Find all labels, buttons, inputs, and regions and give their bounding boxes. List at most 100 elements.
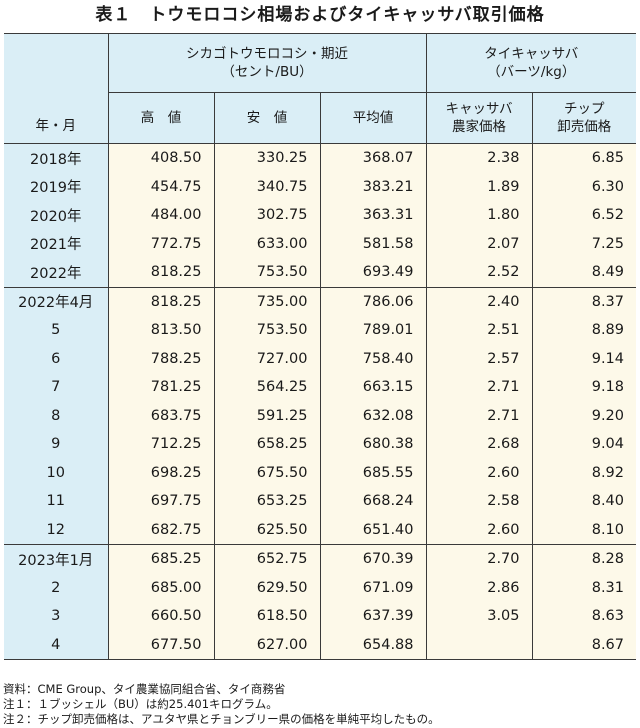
chicago-corn-header: シカゴトウモロコシ・期近 （セント/BU） bbox=[107, 33, 427, 93]
table-row: 2022年 818.25 753.50 693.49 2.52 8.49 bbox=[4, 258, 637, 287]
cell-chip: 9.20 bbox=[531, 401, 637, 430]
cell-high: 781.25 bbox=[107, 373, 214, 402]
cell-high: 677.50 bbox=[107, 630, 214, 660]
cell-farm: 2.40 bbox=[425, 286, 533, 316]
cell-avg: 670.39 bbox=[319, 544, 427, 574]
cell-avg: 637.39 bbox=[319, 602, 427, 631]
cell-low: 330.25 bbox=[213, 143, 320, 173]
source-note: 資料：CME Group、タイ農業協同組合省、タイ商務省 bbox=[3, 682, 286, 696]
cell-label: 2021年 bbox=[4, 229, 108, 258]
cell-low: 753.50 bbox=[213, 258, 320, 287]
col-avg-header: 平均値 bbox=[319, 92, 427, 144]
cell-chip: 9.04 bbox=[531, 430, 637, 459]
thai-cassava-header: タイキャッサバ （バーツ/kg） bbox=[425, 33, 637, 93]
cell-chip: 8.92 bbox=[531, 458, 637, 487]
cell-avg: 363.31 bbox=[319, 201, 427, 230]
cell-high: 408.50 bbox=[107, 143, 214, 173]
cell-label: 2023年1月 bbox=[4, 544, 108, 574]
table-row: 8 683.75 591.25 632.08 2.71 9.20 bbox=[4, 401, 637, 430]
cell-avg: 632.08 bbox=[319, 401, 427, 430]
cell-low: 564.25 bbox=[213, 373, 320, 402]
cell-avg: 789.01 bbox=[319, 316, 427, 345]
cell-chip: 8.40 bbox=[531, 487, 637, 516]
cell-high: 818.25 bbox=[107, 258, 214, 287]
table-row: 12 682.75 625.50 651.40 2.60 8.10 bbox=[4, 515, 637, 545]
cell-avg: 383.21 bbox=[319, 172, 427, 201]
cell-farm: 2.71 bbox=[425, 373, 533, 402]
cell-chip: 8.63 bbox=[531, 602, 637, 631]
cell-high: 685.25 bbox=[107, 544, 214, 574]
cell-chip: 8.67 bbox=[531, 630, 637, 660]
thai-cassava-unit: （バーツ/kg） bbox=[487, 64, 576, 80]
cell-label: 9 bbox=[4, 430, 108, 459]
cell-avg: 685.55 bbox=[319, 458, 427, 487]
cell-label: 2022年 bbox=[4, 258, 108, 287]
cell-low: 675.50 bbox=[213, 458, 320, 487]
cell-high: 698.25 bbox=[107, 458, 214, 487]
col-chip-price-header: チップ 卸売価格 bbox=[531, 92, 637, 144]
cell-low: 618.50 bbox=[213, 602, 320, 631]
table-row: 2019年 454.75 340.75 383.21 1.89 6.30 bbox=[4, 172, 637, 201]
cell-low: 652.75 bbox=[213, 544, 320, 574]
cell-avg: 368.07 bbox=[319, 143, 427, 173]
cell-high: 683.75 bbox=[107, 401, 214, 430]
table-row: 2018年 408.50 330.25 368.07 2.38 6.85 bbox=[4, 143, 637, 173]
cell-farm: 2.68 bbox=[425, 430, 533, 459]
cell-chip: 8.31 bbox=[531, 573, 637, 602]
cell-label: 2018年 bbox=[4, 143, 108, 173]
table-row: 2021年 772.75 633.00 581.58 2.07 7.25 bbox=[4, 229, 637, 258]
cell-low: 340.75 bbox=[213, 172, 320, 201]
cell-chip: 8.28 bbox=[531, 544, 637, 574]
cell-high: 697.75 bbox=[107, 487, 214, 516]
col-farm-price-line1: キャッサバ bbox=[445, 101, 513, 117]
footnotes: 資料：CME Group、タイ農業協同組合省、タイ商務省 注１：１ブッシェル（B… bbox=[3, 682, 440, 727]
cell-label: 10 bbox=[4, 458, 108, 487]
cell-label: 5 bbox=[4, 316, 108, 345]
chicago-corn-title: シカゴトウモロコシ・期近 bbox=[186, 46, 348, 62]
cell-label: 2022年4月 bbox=[4, 286, 108, 316]
cell-avg: 668.24 bbox=[319, 487, 427, 516]
cell-label: 2020年 bbox=[4, 201, 108, 230]
table-row: 6 788.25 727.00 758.40 2.57 9.14 bbox=[4, 344, 637, 373]
cell-high: 682.75 bbox=[107, 515, 214, 545]
col-chip-price-line2: 卸売価格 bbox=[557, 119, 612, 135]
cell-high: 813.50 bbox=[107, 316, 214, 345]
cell-avg: 693.49 bbox=[319, 258, 427, 287]
cell-low: 629.50 bbox=[213, 573, 320, 602]
note-1: 注１：１ブッシェル（BU）は約25.401キログラム。 bbox=[3, 697, 278, 711]
cell-label: 4 bbox=[4, 630, 108, 660]
cell-farm: 2.58 bbox=[425, 487, 533, 516]
cell-chip: 8.10 bbox=[531, 515, 637, 545]
table-body: 2018年 408.50 330.25 368.07 2.38 6.85 2019年 454.… bbox=[4, 143, 637, 660]
cell-low: 591.25 bbox=[213, 401, 320, 430]
cell-avg: 680.38 bbox=[319, 430, 427, 459]
cell-low: 735.00 bbox=[213, 286, 320, 316]
cell-chip: 8.49 bbox=[531, 258, 637, 287]
cell-chip: 9.14 bbox=[531, 344, 637, 373]
cell-farm: 2.60 bbox=[425, 458, 533, 487]
cell-avg: 651.40 bbox=[319, 515, 427, 545]
cell-farm: 2.70 bbox=[425, 544, 533, 574]
cell-farm: 2.57 bbox=[425, 344, 533, 373]
col-farm-price-line2: 農家価格 bbox=[452, 119, 507, 135]
year-month-header: 年・月 bbox=[4, 33, 108, 144]
table-title: 表１ トウモロコシ相場およびタイキャッサバ取引価格 bbox=[95, 5, 545, 25]
cell-low: 627.00 bbox=[213, 630, 320, 660]
thai-cassava-title: タイキャッサバ bbox=[484, 46, 579, 62]
cell-farm: 3.05 bbox=[425, 602, 533, 631]
cell-low: 727.00 bbox=[213, 344, 320, 373]
chicago-corn-unit: （セント/BU） bbox=[221, 64, 313, 80]
cell-label: 11 bbox=[4, 487, 108, 516]
table-row: 9 712.25 658.25 680.38 2.68 9.04 bbox=[4, 430, 637, 459]
cell-high: 685.00 bbox=[107, 573, 214, 602]
col-farm-price-header: キャッサバ 農家価格 bbox=[425, 92, 533, 144]
cell-farm: 2.07 bbox=[425, 229, 533, 258]
cell-chip: 6.30 bbox=[531, 172, 637, 201]
table-row: 5 813.50 753.50 789.01 2.51 8.89 bbox=[4, 316, 637, 345]
cell-label: 12 bbox=[4, 515, 108, 545]
cell-low: 653.25 bbox=[213, 487, 320, 516]
price-table: 年・月 シカゴトウモロコシ・期近 （セント/BU） タイキャッサバ （バーツ/k… bbox=[4, 33, 637, 660]
cell-avg: 654.88 bbox=[319, 630, 427, 660]
cell-farm: 2.38 bbox=[425, 143, 533, 173]
cell-high: 454.75 bbox=[107, 172, 214, 201]
